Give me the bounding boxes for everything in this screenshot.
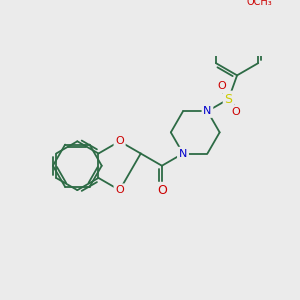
Text: OCH₃: OCH₃: [247, 0, 273, 7]
Text: N: N: [179, 148, 187, 158]
Text: O: O: [115, 136, 124, 146]
Text: O: O: [232, 107, 240, 117]
Text: N: N: [203, 106, 211, 116]
Text: O: O: [217, 81, 226, 91]
Text: O: O: [115, 185, 124, 195]
Text: S: S: [225, 92, 232, 106]
Text: N: N: [179, 148, 187, 158]
Text: O: O: [157, 184, 167, 196]
